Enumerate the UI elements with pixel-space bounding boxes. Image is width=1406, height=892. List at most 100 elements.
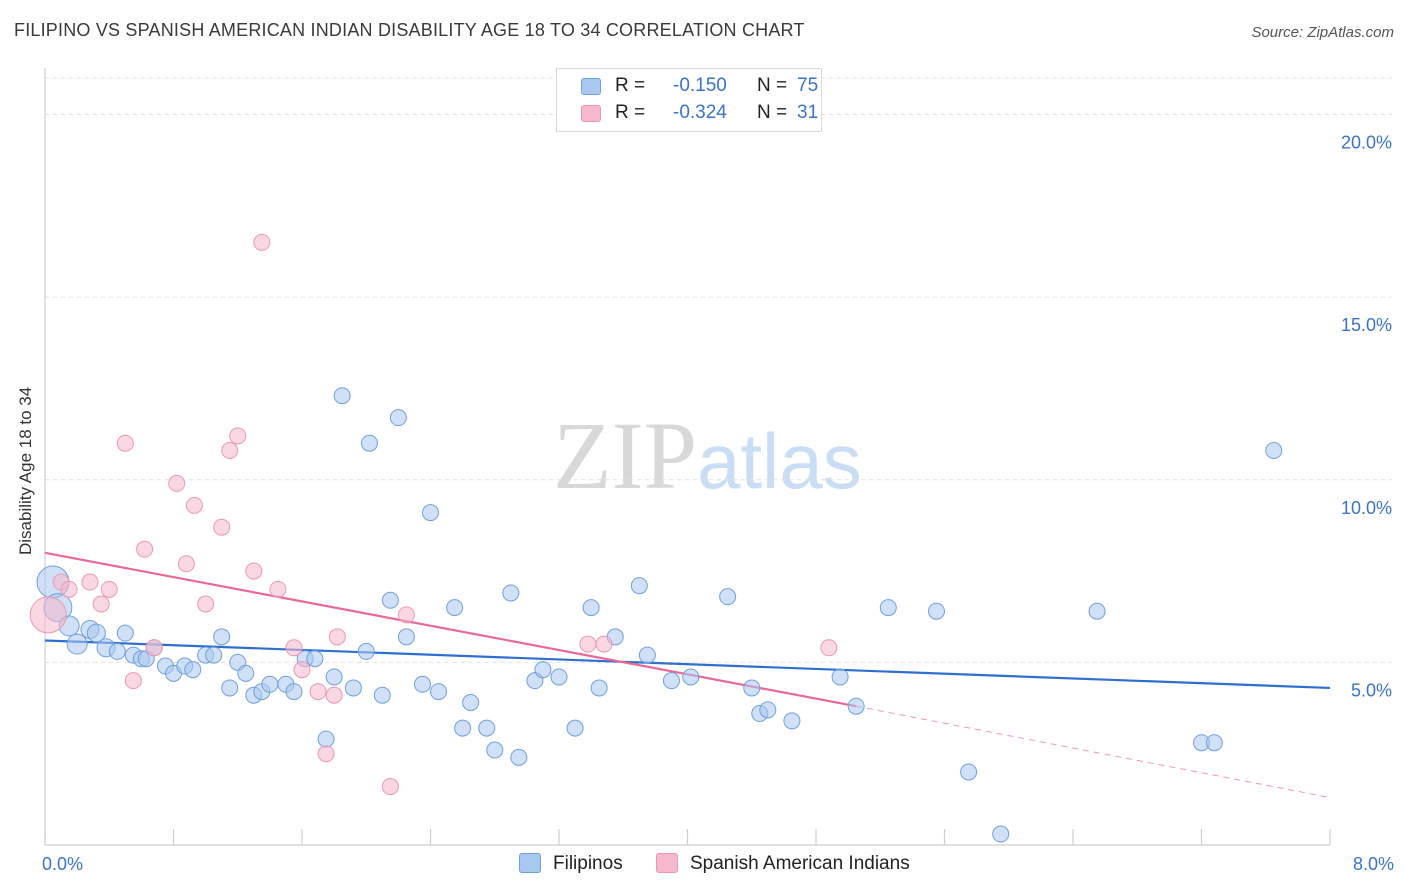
filipino-point [582,599,600,617]
series-swatch-filipinos [519,853,541,873]
filipino-point [510,748,528,766]
filipino-point [184,661,202,679]
spanish-american-indian-point [253,233,271,251]
filipino-point [682,668,700,686]
filipino-point [317,730,335,748]
spanish-american-indian-point [245,562,263,580]
filipino-point [502,584,520,602]
filipino-point [357,642,375,660]
spanish-american-indian-point [100,580,118,598]
spanish-american-indian-point [309,683,327,701]
filipino-point [847,697,865,715]
legend-swatch-filipinos [581,78,601,95]
legend-r-value: -0.324 [673,102,727,123]
spanish-american-indian-point [213,518,231,536]
spanish-american-indian-point [397,606,415,624]
filipino-point [108,642,126,660]
filipino-point [960,763,978,781]
filipino-point [205,646,223,664]
watermark-zip: ZIP [553,402,697,509]
spanish-american-indian-point [221,442,239,460]
filipino-point [344,679,362,697]
spanish-american-indian-point [116,434,134,452]
spanish-american-indian-point [92,595,110,613]
spanish-american-indian-point [579,635,597,653]
legend-swatch-spanish-american-indians [581,105,601,122]
legend-r-label: R = [615,102,646,123]
filipino-point [221,679,239,697]
watermark: ZIPatlas [553,400,862,511]
filipino-point [397,628,415,646]
filipino-point [1088,602,1106,620]
correlation-legend: R = -0.150 N = 75 R = -0.324 N = 31 [556,68,822,132]
legend-n-value: 31 [797,102,819,123]
spanish-american-indian-point [185,496,203,514]
filipino-point [534,661,552,679]
filipino-point [454,719,472,737]
trend-lines [44,551,1331,799]
filipino-point [325,668,343,686]
spanish-american-indian-point [229,427,247,445]
spanish-american-indian-point [285,639,303,657]
spanish-american-indian-point [168,474,186,492]
filipino-point [783,712,801,730]
spanish-american-indian-point [293,661,311,679]
legend-n-label: N = [757,102,788,123]
spanish-american-indian-point [269,580,287,598]
filipino-point [422,504,439,522]
filipino-point [462,694,480,712]
legend-n-label: N = [757,75,788,96]
filipino-point [66,633,88,655]
filipino-point [590,679,608,697]
filipino-point [1205,734,1223,752]
filipino-point [116,624,134,642]
filipino-point [550,668,568,686]
filipino-point [389,409,407,427]
spanish-american-indian-point [325,686,343,704]
spanish-american-indian-point [124,672,142,690]
filipino-point [413,675,431,693]
spanish-american-indian-point [820,639,838,657]
y-tick-label: 20.0% [1341,133,1392,153]
filipino-point [638,646,656,664]
x-tick-label: 8.0% [1353,854,1394,874]
filipino-point [373,686,391,704]
spanish-american-indian-point [177,555,195,573]
spanish-american-indian-point [136,540,154,558]
spanish-american-indian-point [29,596,67,634]
filipino-point [566,719,584,737]
series-name-spanish-american-indians: Spanish American Indians [690,853,910,874]
filipino-point [662,672,680,690]
series-swatch-spanish-american-indians [656,853,678,873]
spanish-american-indian-point [60,580,78,598]
y-tick-label: 10.0% [1341,498,1392,518]
y-tick-label: 15.0% [1341,315,1392,335]
filipino-point [213,628,231,646]
axes [44,68,1331,846]
filipino-point [992,825,1010,843]
spanish-american-indian-trend-line [44,551,857,708]
filipino-point [486,741,504,759]
legend-n-value: 75 [797,75,819,96]
filipino-point [831,668,849,686]
filipino-point [630,577,648,595]
x-tick-label: 0.0% [42,854,83,874]
spanish-american-indian-point [145,639,163,657]
watermark-atlas: atlas [697,417,862,505]
filipino-point [743,679,761,697]
spanish-american-indian-point [381,778,399,796]
filipino-trend-line [44,639,1331,690]
chart-title: FILIPINO VS SPANISH AMERICAN INDIAN DISA… [14,20,805,40]
data-points [29,233,1283,843]
filipino-point [759,701,777,719]
filipino-point [446,599,464,617]
filipino-point [381,591,399,609]
filipino-point [927,602,945,620]
series-name-filipinos: Filipinos [553,853,623,874]
spanish-american-indian-point [81,573,99,591]
filipino-point [237,664,255,682]
y-tick-label: 5.0% [1351,680,1392,700]
legend-r-value: -0.150 [673,75,727,96]
filipino-point [306,650,324,668]
